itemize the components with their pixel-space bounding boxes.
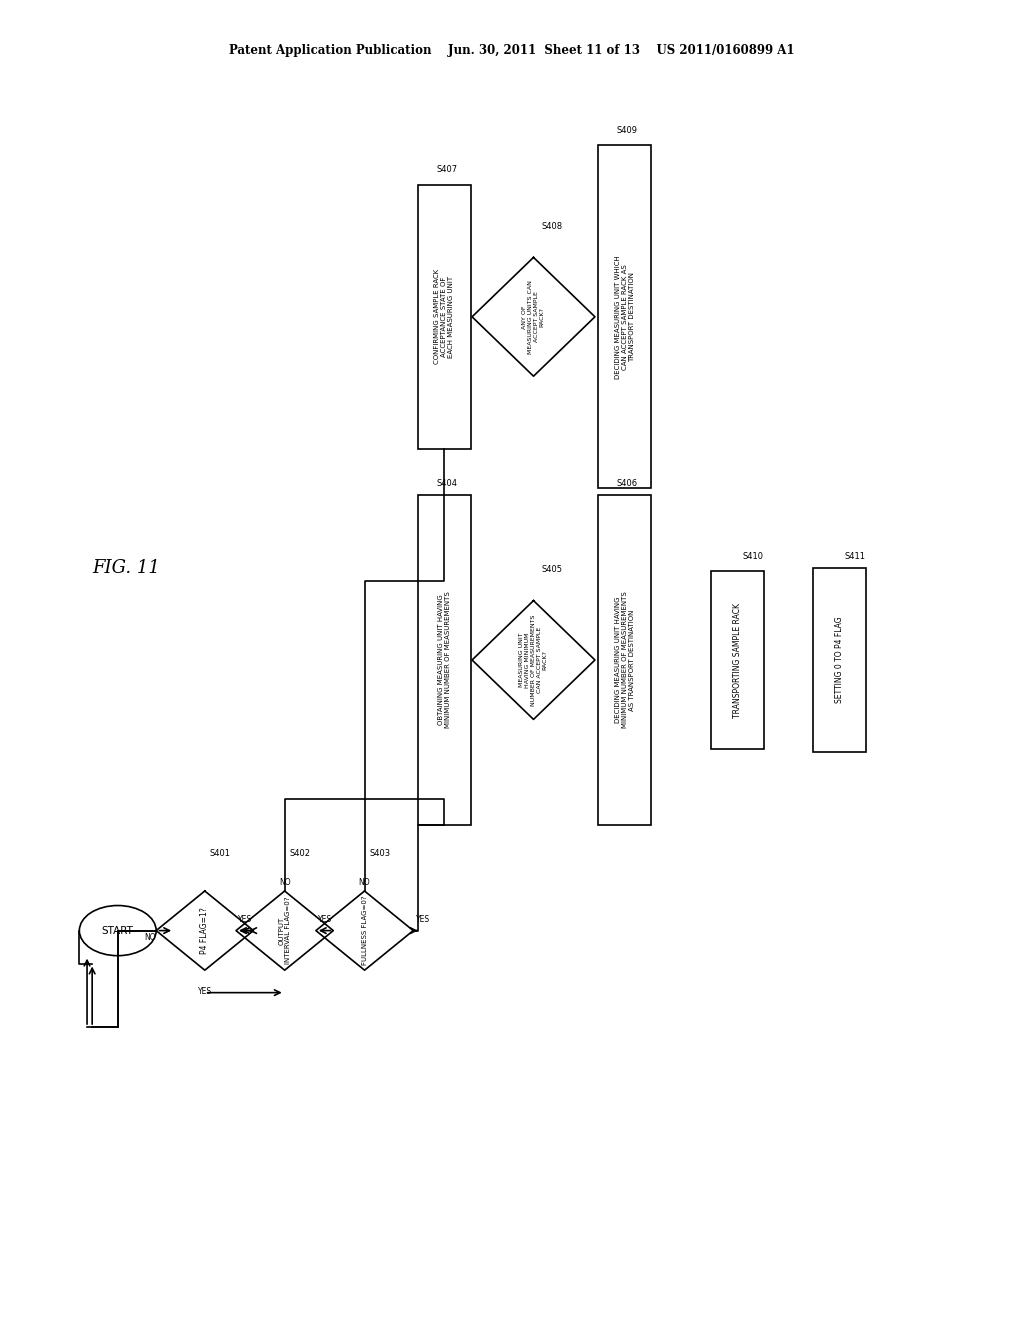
Text: NO: NO xyxy=(279,878,291,887)
Text: S401: S401 xyxy=(210,849,231,858)
Text: YES: YES xyxy=(238,915,252,924)
Bar xyxy=(598,495,651,825)
Bar xyxy=(418,495,471,825)
Text: S411: S411 xyxy=(845,552,866,561)
Text: DECIDING MEASURING UNIT WHICH
CAN ACCEPT SAMPLE RACK AS
TRANSPORT DESTINATION: DECIDING MEASURING UNIT WHICH CAN ACCEPT… xyxy=(614,255,635,379)
Text: S404: S404 xyxy=(436,479,458,488)
Text: NO: NO xyxy=(358,878,371,887)
Text: SETTING 0 TO P4 FLAG: SETTING 0 TO P4 FLAG xyxy=(836,616,844,704)
Text: FIG. 11: FIG. 11 xyxy=(92,558,160,577)
Text: FULLNESS FLAG=0?: FULLNESS FLAG=0? xyxy=(361,896,368,965)
Text: YES: YES xyxy=(198,987,212,997)
Text: ANY OF
MEASURING UNITS CAN
ACCEPT SAMPLE
RACK?: ANY OF MEASURING UNITS CAN ACCEPT SAMPLE… xyxy=(522,280,545,354)
Bar xyxy=(711,570,764,750)
Text: S407: S407 xyxy=(436,165,458,174)
Text: OUTPUT
INTERVAL FLAG=0?: OUTPUT INTERVAL FLAG=0? xyxy=(279,896,291,965)
Text: TRANSPORTING SAMPLE RACK: TRANSPORTING SAMPLE RACK xyxy=(733,602,741,718)
Text: MEASURING UNIT
HAVING MINIMUM
NUMBER OF MEASUREMENTS
CAN ACCEPT SAMPLE
RACK?: MEASURING UNIT HAVING MINIMUM NUMBER OF … xyxy=(519,614,548,706)
Text: OBTAINING MEASURING UNIT HAVING
MINIMUM NUMBER OF MEASUREMENTS: OBTAINING MEASURING UNIT HAVING MINIMUM … xyxy=(438,591,451,729)
Ellipse shape xyxy=(80,906,156,956)
Text: NO: NO xyxy=(144,933,156,941)
Text: S408: S408 xyxy=(542,222,563,231)
Text: P4 FLAG=1?: P4 FLAG=1? xyxy=(201,907,209,954)
Text: YES: YES xyxy=(416,915,430,924)
Text: S409: S409 xyxy=(616,125,638,135)
Bar xyxy=(598,145,651,488)
Text: S405: S405 xyxy=(542,565,563,574)
Text: S402: S402 xyxy=(290,849,311,858)
Text: START: START xyxy=(101,925,134,936)
Bar xyxy=(813,568,866,752)
Text: S406: S406 xyxy=(616,479,638,488)
Bar xyxy=(418,185,471,449)
Text: Patent Application Publication    Jun. 30, 2011  Sheet 11 of 13    US 2011/01608: Patent Application Publication Jun. 30, … xyxy=(229,44,795,57)
Text: S410: S410 xyxy=(742,552,764,561)
Text: YES: YES xyxy=(317,915,332,924)
Text: DECIDING MEASURING UNIT HAVING
MINIMUM NUMBER OF MEASUREMENTS
AS TRANSPORT DESTI: DECIDING MEASURING UNIT HAVING MINIMUM N… xyxy=(614,591,635,729)
Text: CONFIRMING SAMPLE RACK
ACCEPTANCE STATE OF
EACH MEASURING UNIT: CONFIRMING SAMPLE RACK ACCEPTANCE STATE … xyxy=(434,269,455,364)
Text: S403: S403 xyxy=(370,849,391,858)
